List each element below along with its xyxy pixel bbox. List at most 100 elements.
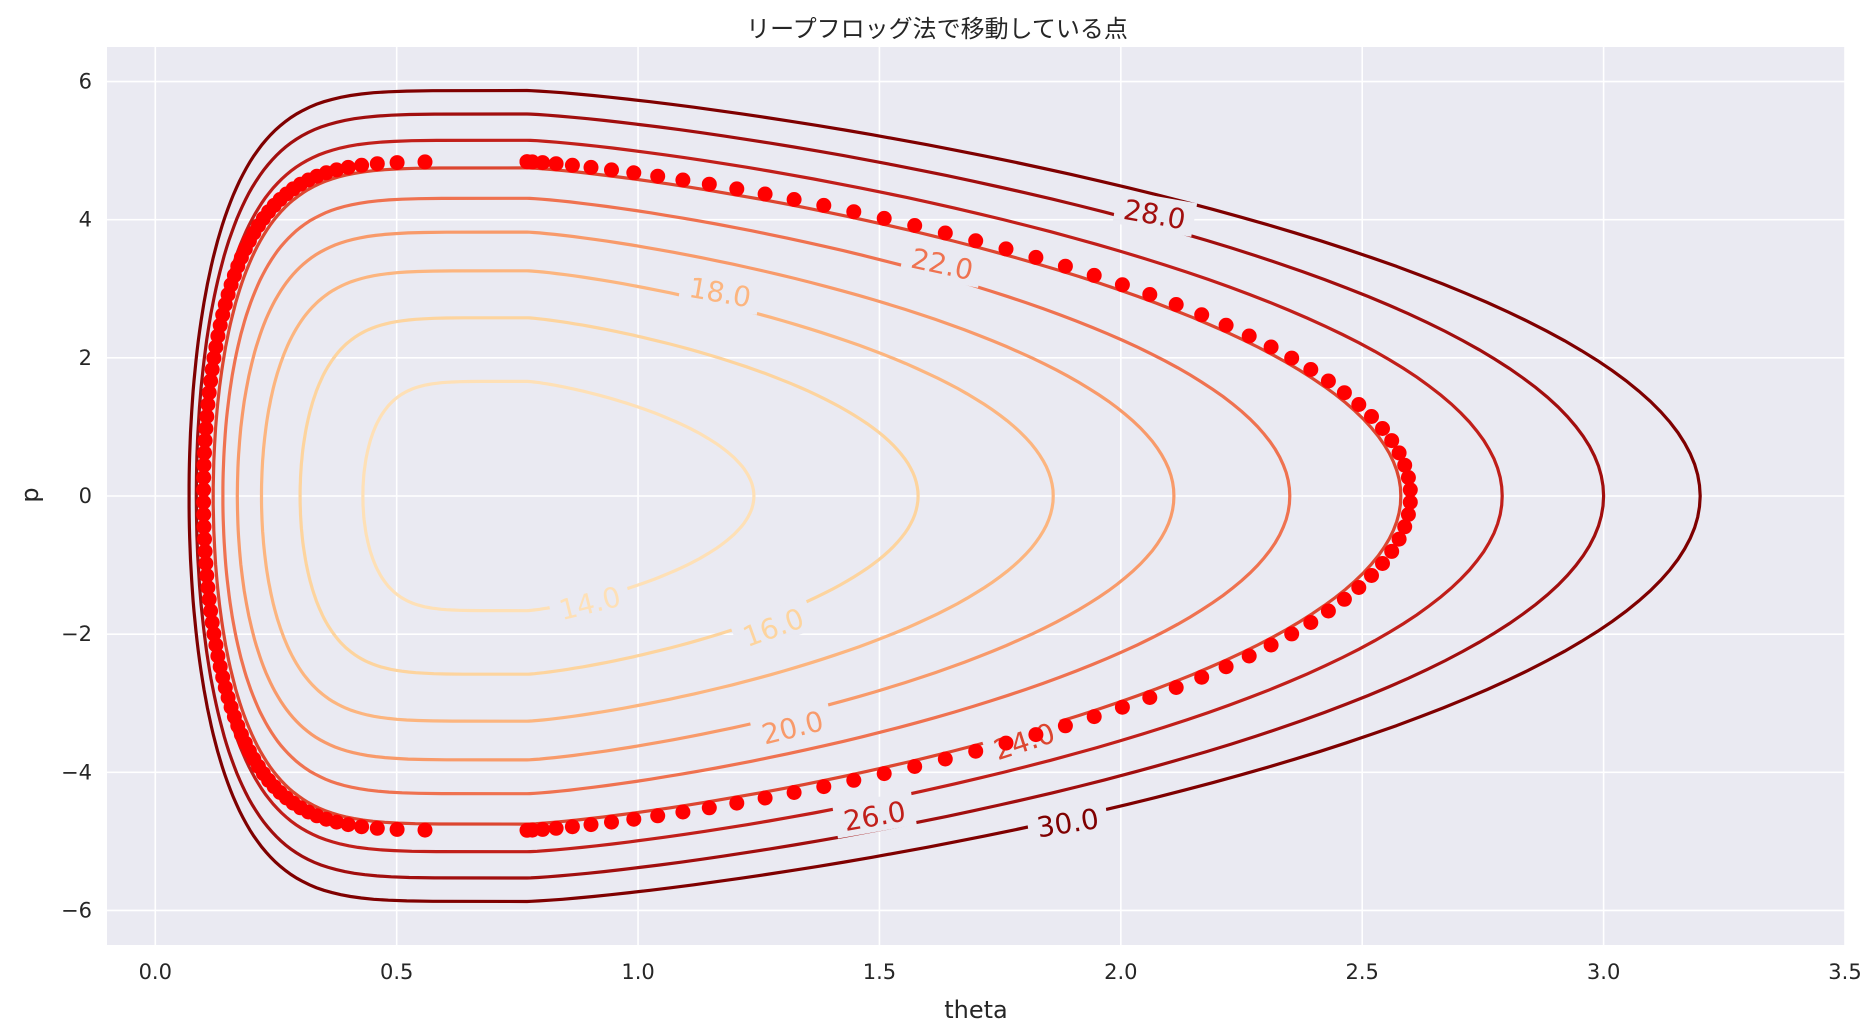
scatter-point [389, 821, 405, 837]
scatter-point [564, 819, 580, 835]
scatter-point [626, 811, 642, 827]
contour-label-mask [546, 575, 633, 629]
scatter-point [1142, 690, 1158, 705]
x-tick-label: 3.0 [1587, 960, 1620, 984]
scatter-point [1263, 637, 1279, 653]
scatter-point [1400, 470, 1416, 485]
scatter-point [650, 808, 666, 824]
contour-label-mask [832, 791, 917, 839]
scatter-point [1263, 339, 1279, 355]
scatter-point [701, 800, 717, 816]
scatter-point [1384, 433, 1400, 449]
contour-label-mask [980, 711, 1068, 769]
scatter-point [757, 790, 773, 806]
scatter-point [206, 626, 222, 642]
y-axis-label: p [16, 487, 44, 502]
scatter-point [1303, 615, 1319, 630]
scatter-point [519, 154, 535, 170]
scatter-point [198, 556, 214, 571]
scatter-point [729, 795, 745, 811]
scatter-point [197, 531, 212, 547]
y-tick-labels: −6 −4 −2 0 2 4 6 [61, 70, 92, 923]
scatter-point [1028, 727, 1044, 743]
scatter-point [1086, 709, 1102, 725]
scatter-point [583, 817, 599, 833]
scatter-point [1320, 373, 1336, 389]
scatter-point [417, 822, 433, 838]
scatter-point [626, 165, 642, 181]
scatter-point [786, 785, 802, 800]
scatter-point [846, 772, 862, 788]
x-tick-label: 3.5 [1828, 960, 1861, 984]
scatter-point [1351, 397, 1367, 412]
scatter-point [354, 819, 370, 835]
scatter-point [1086, 267, 1102, 283]
scatter-point [1391, 531, 1407, 547]
y-tick-label: −6 [61, 898, 92, 922]
scatter-point [1375, 556, 1390, 571]
scatter-point [1114, 277, 1130, 293]
contour-line [361, 379, 756, 613]
scatter-point [1402, 494, 1418, 510]
scatter-point [1057, 718, 1073, 734]
y-tick-label: 2 [79, 346, 92, 370]
scatter-point [340, 159, 356, 175]
scatter-point [1057, 258, 1073, 274]
scatter-point [564, 157, 580, 173]
x-tick-label: 1.5 [863, 960, 896, 984]
scatter-point [199, 409, 215, 424]
scatter-point [1400, 507, 1416, 522]
contour-label-mask [1025, 798, 1110, 845]
scatter-point [329, 162, 345, 178]
scatter-point [519, 822, 535, 838]
scatter-point [1194, 669, 1210, 685]
y-tick-label: 4 [79, 208, 92, 232]
scatter-point [196, 457, 212, 473]
scatter-point [1284, 626, 1300, 642]
scatter-point [998, 735, 1014, 751]
scatter-point [816, 779, 832, 795]
scatter-point [1218, 317, 1234, 333]
scatter-point [201, 385, 217, 401]
scatter-point [1114, 699, 1130, 715]
scatter-point [675, 804, 691, 820]
contour-line [298, 316, 920, 676]
scatter-point [1402, 482, 1418, 498]
scatter-point [675, 172, 691, 188]
scatter-point [1375, 421, 1390, 436]
scatter-point [1336, 591, 1352, 607]
chart-title: リープフロッグ法で移動している点 [746, 15, 1128, 43]
contour-line [259, 269, 1055, 723]
scatter-point [201, 591, 217, 607]
scatter-point [1142, 287, 1158, 302]
grid [107, 47, 1846, 945]
scatter-point [196, 519, 212, 535]
scatter-point [876, 766, 892, 782]
contour-label-mask [749, 700, 836, 753]
scatter-point [204, 615, 220, 630]
scatter-point [548, 820, 564, 836]
y-tick-label: −2 [61, 622, 92, 646]
scatter-point [340, 817, 356, 833]
scatter-point [369, 820, 385, 836]
scatter-point [1320, 603, 1336, 619]
scatter-point [197, 445, 212, 461]
scatter-point [197, 543, 213, 559]
y-tick-label: 6 [79, 70, 92, 94]
scatter-point [1168, 297, 1184, 312]
scatter-point [196, 507, 212, 522]
y-tick-label: 0 [79, 484, 92, 508]
scatter-point [1168, 680, 1184, 695]
contour-line [235, 230, 1176, 762]
scatter-point [206, 350, 222, 366]
scatter-point [937, 225, 953, 241]
x-tick-labels: 0.0 0.5 1.0 1.5 2.0 2.5 3.0 3.5 [139, 960, 1862, 984]
scatter-point [200, 580, 216, 595]
scatter-point [1028, 249, 1044, 265]
scatter-point [369, 156, 385, 172]
scatter-point [729, 181, 745, 197]
scatter-point [203, 373, 219, 389]
scatter-point [1284, 350, 1300, 366]
scatter-point [196, 482, 212, 498]
scatter-point [1303, 362, 1319, 377]
